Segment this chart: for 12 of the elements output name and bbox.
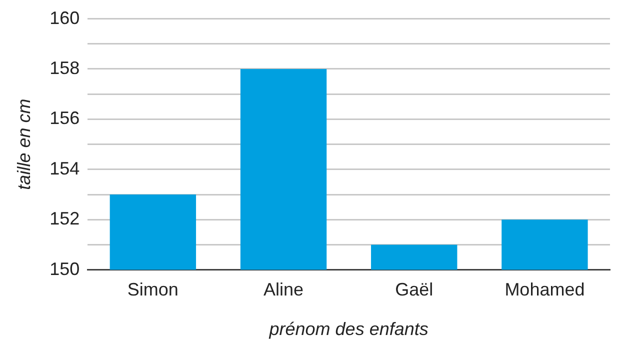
y-tick-label: 160 <box>50 8 80 28</box>
y-tick-label: 150 <box>50 258 80 279</box>
y-axis-title: taille en cm <box>14 98 34 190</box>
x-tick-label: Aline <box>264 280 304 300</box>
x-axis-title: prénom des enfants <box>268 319 428 340</box>
y-tick-label: 158 <box>50 58 80 78</box>
x-tick-label: Simon <box>127 280 178 300</box>
y-tick-label: 156 <box>50 108 80 128</box>
x-tick-label: Gaël <box>395 280 434 300</box>
x-tick-label: Mohamed <box>504 280 585 300</box>
y-tick-label: 154 <box>50 158 80 178</box>
y-tick-label: 152 <box>50 208 80 229</box>
